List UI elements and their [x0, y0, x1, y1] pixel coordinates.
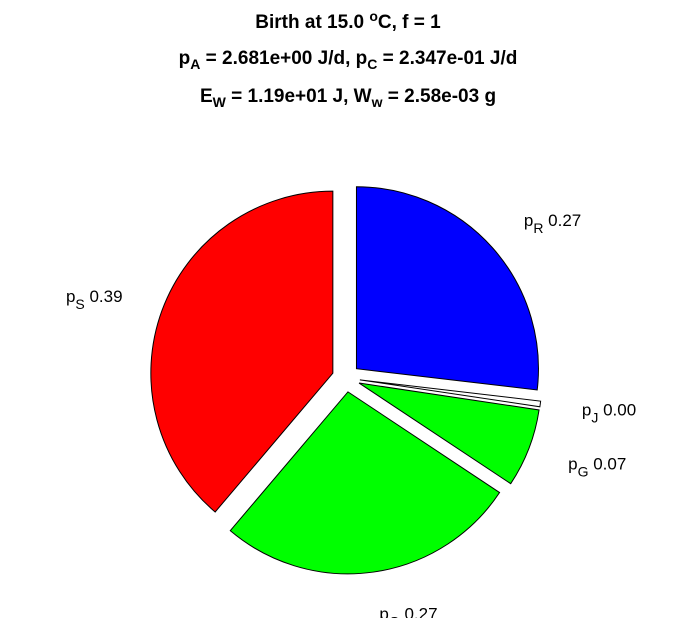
- pie-label-1: pJ 0.00: [582, 401, 636, 426]
- pie-slice-ps-4: [150, 190, 334, 513]
- pie-slice-pg-3: [229, 391, 501, 575]
- pie-slice-pg-2: [358, 382, 540, 485]
- pie-slice-pj-1: [359, 379, 542, 408]
- chart-title-line-1: Birth at 15.0 oC, f = 1: [255, 8, 441, 33]
- chart-title-line-3: EW = 1.19e+01 J, Ww = 2.58e-03 g: [199, 86, 497, 110]
- pie-label-4: pS 0.39: [66, 287, 123, 312]
- pie-slice-pr-0: [355, 186, 539, 391]
- chart-title-line-2: pA = 2.681e+00 J/d, pC = 2.347e-01 J/d: [178, 48, 518, 72]
- pie-label-3: pG 0.27: [379, 605, 437, 618]
- pie-label-0: pR 0.27: [524, 211, 581, 236]
- pie-label-2: pG 0.07: [568, 454, 626, 479]
